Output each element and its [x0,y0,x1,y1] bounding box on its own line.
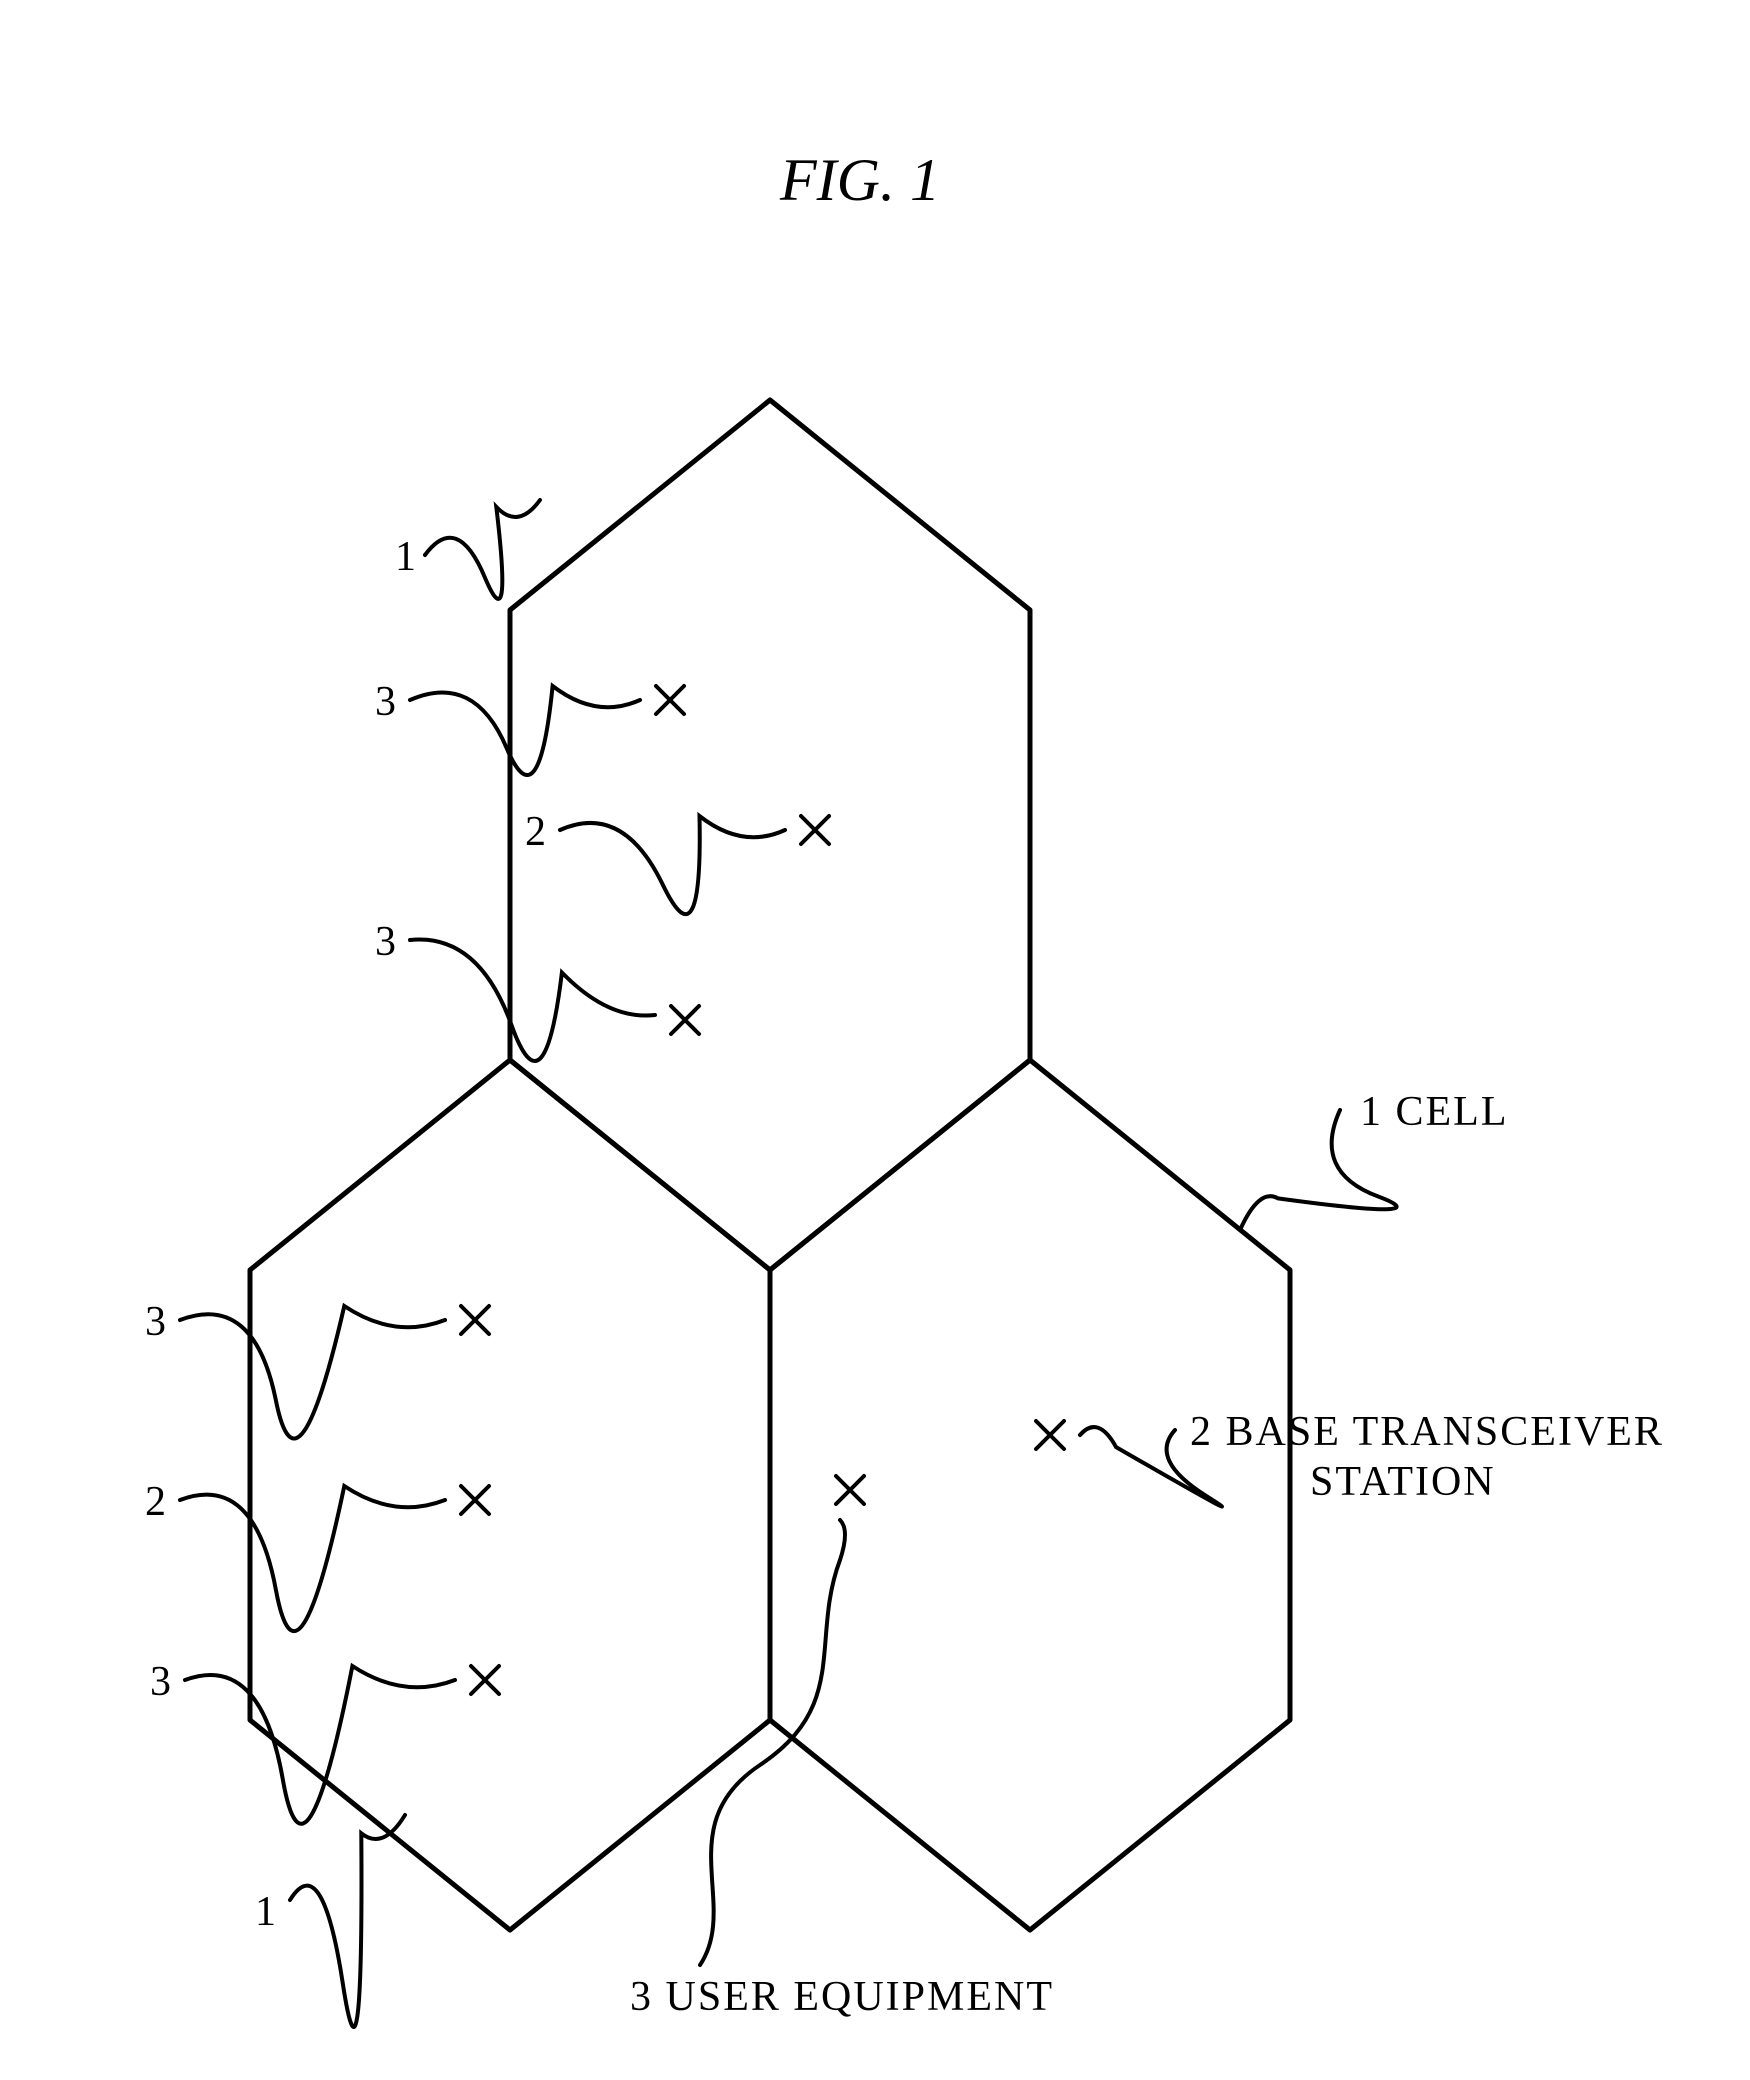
legend-label: STATION [1310,1459,1496,1505]
ref-number: 3 [375,679,396,725]
ref-number: 3 [145,1299,166,1345]
legend-label: 1 CELL [1360,1089,1508,1135]
figure-title: FIG. 1 [779,147,940,213]
x-marker [461,1306,489,1334]
x-marker [461,1486,489,1514]
x-marker [471,1666,499,1694]
ref-number: 2 [525,809,546,855]
x-marker [671,1006,699,1034]
leader-line [410,940,655,1061]
leaders-group [180,500,1397,2027]
leader-line [180,1306,445,1439]
cells-group [250,400,1290,1930]
ref-numbers-group: 1 3 2 3 3 2 3 1 [145,534,546,1935]
x-marker [656,686,684,714]
legend-label: 3 USER EQUIPMENT [630,1974,1054,2020]
x-marker [836,1476,864,1504]
ref-number: 1 [255,1889,276,1935]
cell-hexagon [250,1060,770,1930]
ref-number: 3 [375,919,396,965]
x-marker [801,816,829,844]
cell-hexagon [770,1060,1290,1930]
leader-line [560,816,785,914]
ref-number: 2 [145,1479,166,1525]
legend-label: 2 BASE TRANSCEIVER [1190,1409,1664,1455]
leader-line [290,1815,405,2027]
ref-number: 1 [395,534,416,580]
x-marker [1036,1421,1064,1449]
leader-line [410,686,640,775]
leader-line [180,1486,445,1631]
ref-number: 3 [150,1659,171,1705]
figure-canvas: FIG. 1 1 3 2 3 3 2 3 1 1 CELL 2 BASE TRANSCEIVER… [0,0,1750,2080]
leader-line [185,1666,455,1824]
leader-line [425,500,540,599]
legend-group: 1 CELL 2 BASE TRANSCEIVERSTATION 3 USER EQ… [630,1089,1664,2020]
